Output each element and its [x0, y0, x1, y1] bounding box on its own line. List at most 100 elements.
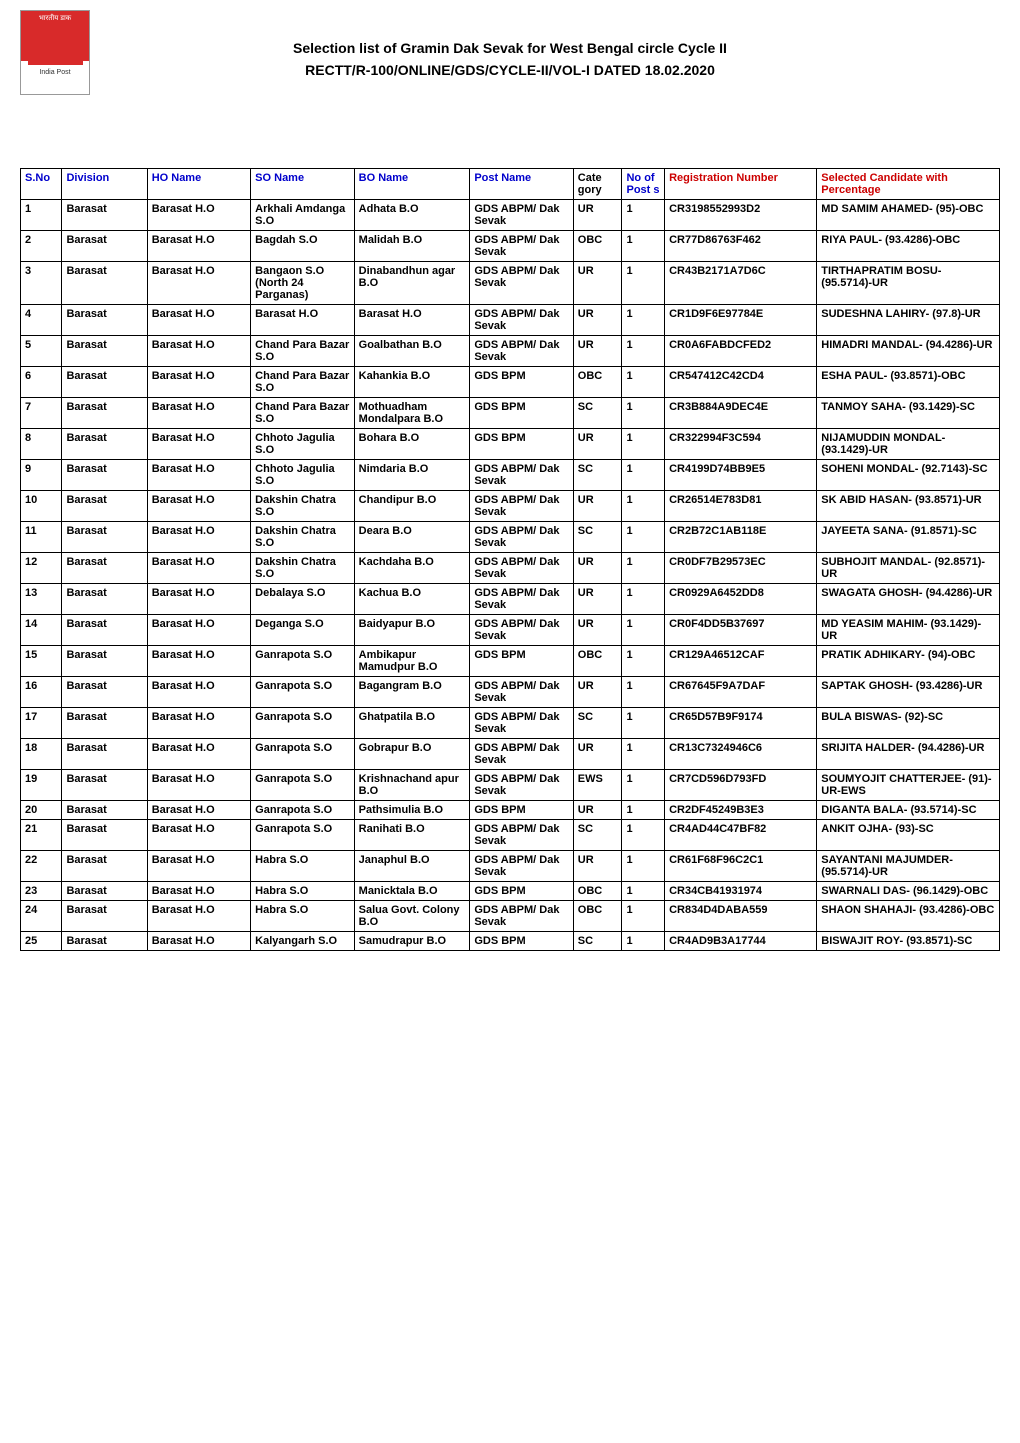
table-row: 3BarasatBarasat H.OBangaon S.O (North 24… — [21, 262, 1000, 305]
table-cell: Barasat — [62, 820, 147, 851]
table-cell: SC — [573, 522, 622, 553]
table-cell: Goalbathan B.O — [354, 336, 470, 367]
table-cell: SOUMYOJIT CHATTERJEE- (91)-UR-EWS — [817, 770, 1000, 801]
table-cell: Barasat H.O — [147, 901, 250, 932]
logo-english-text: India Post — [39, 69, 70, 76]
table-cell: HIMADRI MANDAL- (94.4286)-UR — [817, 336, 1000, 367]
table-cell: 1 — [622, 820, 665, 851]
table-cell: 7 — [21, 398, 62, 429]
table-cell: GDS ABPM/ Dak Sevak — [470, 739, 573, 770]
table-cell: CR129A46512CAF — [665, 646, 817, 677]
table-cell: 6 — [21, 367, 62, 398]
table-cell: TIRTHAPRATIM BOSU- (95.5714)-UR — [817, 262, 1000, 305]
table-cell: GDS ABPM/ Dak Sevak — [470, 491, 573, 522]
table-cell: Barasat — [62, 770, 147, 801]
table-cell: Barasat H.O — [251, 305, 354, 336]
col-header-bo-name: BO Name — [354, 169, 470, 200]
table-row: 24BarasatBarasat H.OHabra S.OSalua Govt.… — [21, 901, 1000, 932]
table-row: 20BarasatBarasat H.OGanrapota S.OPathsim… — [21, 801, 1000, 820]
table-cell: CR13C7324946C6 — [665, 739, 817, 770]
table-cell: MD YEASIM MAHIM- (93.1429)-UR — [817, 615, 1000, 646]
table-cell: SC — [573, 820, 622, 851]
table-cell: CR61F68F96C2C1 — [665, 851, 817, 882]
table-cell: 1 — [622, 305, 665, 336]
table-row: 10BarasatBarasat H.ODakshin Chatra S.OCh… — [21, 491, 1000, 522]
table-cell: CR3B884A9DEC4E — [665, 398, 817, 429]
table-cell: NIJAMUDDIN MONDAL- (93.1429)-UR — [817, 429, 1000, 460]
table-cell: Baidyapur B.O — [354, 615, 470, 646]
table-row: 4BarasatBarasat H.OBarasat H.OBarasat H.… — [21, 305, 1000, 336]
col-header-no-posts: No of Post s — [622, 169, 665, 200]
table-cell: Chand Para Bazar S.O — [251, 398, 354, 429]
table-cell: GDS ABPM/ Dak Sevak — [470, 522, 573, 553]
table-row: 17BarasatBarasat H.OGanrapota S.OGhatpat… — [21, 708, 1000, 739]
table-cell: SAPTAK GHOSH- (93.4286)-UR — [817, 677, 1000, 708]
table-cell: 1 — [21, 200, 62, 231]
table-cell: GDS BPM — [470, 932, 573, 951]
table-cell: 12 — [21, 553, 62, 584]
table-cell: Barasat — [62, 262, 147, 305]
table-cell: Barasat — [62, 367, 147, 398]
table-cell: Barasat H.O — [147, 553, 250, 584]
table-cell: 1 — [622, 901, 665, 932]
table-cell: GDS ABPM/ Dak Sevak — [470, 262, 573, 305]
table-cell: Pathsimulia B.O — [354, 801, 470, 820]
table-cell: Barasat H.O — [147, 460, 250, 491]
table-cell: Barasat — [62, 491, 147, 522]
table-cell: UR — [573, 491, 622, 522]
table-cell: 14 — [21, 615, 62, 646]
table-cell: Barasat H.O — [147, 262, 250, 305]
table-cell: Barasat — [62, 932, 147, 951]
table-cell: OBC — [573, 367, 622, 398]
table-cell: Barasat — [62, 901, 147, 932]
table-cell: Dakshin Chatra S.O — [251, 491, 354, 522]
table-cell: Kahankia B.O — [354, 367, 470, 398]
table-cell: GDS ABPM/ Dak Sevak — [470, 851, 573, 882]
table-cell: Barasat — [62, 336, 147, 367]
table-cell: CR3198552993D2 — [665, 200, 817, 231]
table-row: 1BarasatBarasat H.OArkhali Amdanga S.OAd… — [21, 200, 1000, 231]
table-cell: Barasat H.O — [147, 801, 250, 820]
table-cell: 1 — [622, 491, 665, 522]
table-cell: 16 — [21, 677, 62, 708]
table-cell: Chandipur B.O — [354, 491, 470, 522]
table-cell: CR2B72C1AB118E — [665, 522, 817, 553]
table-cell: Kachdaha B.O — [354, 553, 470, 584]
table-row: 2BarasatBarasat H.OBagdah S.OMalidah B.O… — [21, 231, 1000, 262]
table-cell: 23 — [21, 882, 62, 901]
table-cell: SC — [573, 708, 622, 739]
table-cell: UR — [573, 305, 622, 336]
table-cell: UR — [573, 336, 622, 367]
table-cell: TANMOY SAHA- (93.1429)-SC — [817, 398, 1000, 429]
table-cell: 18 — [21, 739, 62, 770]
table-row: 8BarasatBarasat H.OChhoto Jagulia S.OBoh… — [21, 429, 1000, 460]
col-header-ho-name: HO Name — [147, 169, 250, 200]
table-cell: 1 — [622, 677, 665, 708]
table-cell: GDS ABPM/ Dak Sevak — [470, 901, 573, 932]
table-cell: 3 — [21, 262, 62, 305]
table-cell: OBC — [573, 901, 622, 932]
table-cell: SWARNALI DAS- (96.1429)-OBC — [817, 882, 1000, 901]
table-cell: 1 — [622, 262, 665, 305]
table-cell: GDS BPM — [470, 429, 573, 460]
table-cell: Barasat — [62, 429, 147, 460]
table-cell: GDS ABPM/ Dak Sevak — [470, 336, 573, 367]
table-cell: Barasat — [62, 305, 147, 336]
table-cell: Ghatpatila B.O — [354, 708, 470, 739]
table-cell: ESHA PAUL- (93.8571)-OBC — [817, 367, 1000, 398]
table-cell: 1 — [622, 367, 665, 398]
table-cell: Barasat — [62, 708, 147, 739]
table-cell: GDS ABPM/ Dak Sevak — [470, 305, 573, 336]
table-cell: 4 — [21, 305, 62, 336]
table-cell: GDS ABPM/ Dak Sevak — [470, 708, 573, 739]
table-row: 23BarasatBarasat H.OHabra S.OManicktala … — [21, 882, 1000, 901]
table-cell: GDS ABPM/ Dak Sevak — [470, 615, 573, 646]
table-cell: Barasat — [62, 522, 147, 553]
table-cell: Ganrapota S.O — [251, 708, 354, 739]
table-cell: Chhoto Jagulia S.O — [251, 429, 354, 460]
table-cell: 22 — [21, 851, 62, 882]
table-cell: SWAGATA GHOSH- (94.4286)-UR — [817, 584, 1000, 615]
logo-graphic — [28, 27, 83, 65]
col-header-so-name: SO Name — [251, 169, 354, 200]
table-cell: GDS ABPM/ Dak Sevak — [470, 584, 573, 615]
